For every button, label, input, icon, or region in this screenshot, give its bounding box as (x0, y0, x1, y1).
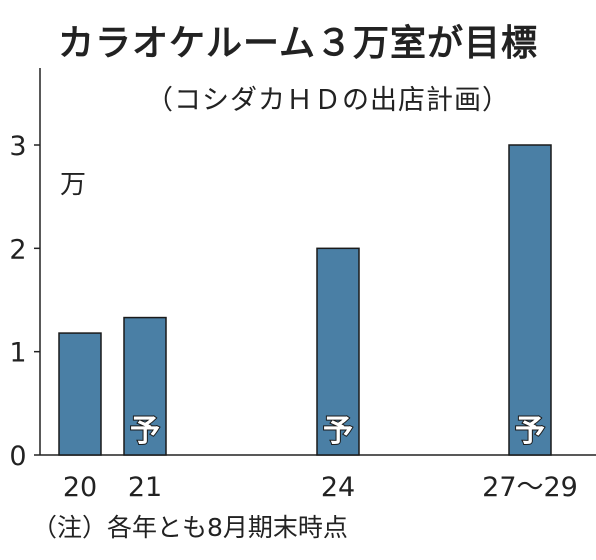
x-tick-label: 20 (63, 472, 97, 503)
x-tick-label: 24 (321, 472, 355, 503)
y-tick-label: 3 (9, 131, 26, 162)
footnote: （注）各年とも8月期末時点 (32, 513, 348, 542)
chart-subtitle: （コシダカＨＤの出店計画） (146, 85, 510, 116)
x-tick-label: 27～29 (482, 472, 578, 503)
bar-label: 予 (323, 414, 353, 449)
bar-label: 予 (515, 414, 545, 449)
x-tick-label: 21 (128, 472, 162, 503)
bar (316, 247, 360, 456)
y-unit-label: 万 (60, 170, 87, 200)
bar-label: 予 (130, 414, 160, 449)
bar (508, 144, 552, 456)
bar (123, 316, 167, 456)
y-tick-label: 1 (9, 338, 26, 369)
chart-title: カラオケルーム３万室が目標 (58, 23, 538, 64)
y-tick-label: 0 (9, 441, 26, 472)
bar (58, 332, 102, 456)
y-tick-label: 2 (9, 234, 26, 265)
